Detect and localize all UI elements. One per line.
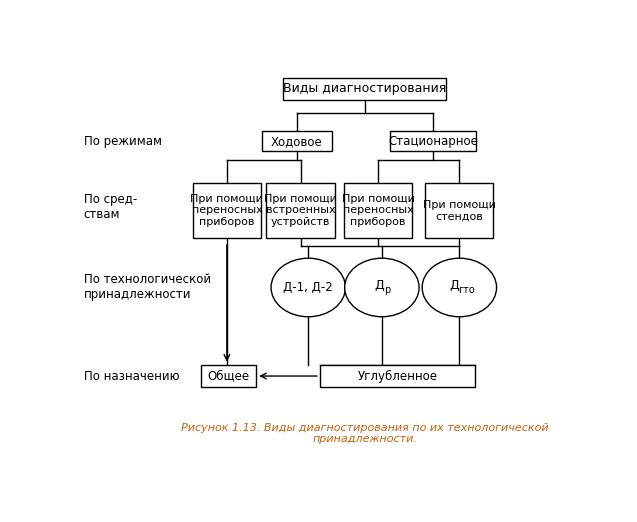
FancyBboxPatch shape — [320, 365, 475, 387]
FancyBboxPatch shape — [262, 131, 331, 151]
Text: принадлежности.: принадлежности. — [312, 434, 417, 444]
Text: Ходовое: Ходовое — [271, 135, 322, 148]
Text: По сред-
ствам: По сред- ствам — [83, 193, 137, 221]
FancyBboxPatch shape — [266, 183, 334, 238]
Text: По технологической
принадлежности: По технологической принадлежности — [83, 274, 211, 302]
Text: Д: Д — [450, 279, 460, 292]
Text: Виды диагностирования: Виды диагностирования — [283, 82, 447, 96]
Text: При помощи
переносных
приборов: При помощи переносных приборов — [341, 194, 415, 227]
FancyBboxPatch shape — [344, 183, 412, 238]
Ellipse shape — [271, 258, 345, 317]
FancyBboxPatch shape — [426, 183, 494, 238]
Text: гто: гто — [458, 285, 475, 295]
Text: Общее: Общее — [208, 370, 250, 383]
Text: По режимам: По режимам — [83, 135, 162, 148]
Text: При помощи
стендов: При помощи стендов — [423, 200, 496, 221]
FancyBboxPatch shape — [201, 365, 256, 387]
Text: р: р — [384, 285, 390, 295]
Text: Д: Д — [374, 279, 383, 292]
Ellipse shape — [422, 258, 497, 317]
FancyBboxPatch shape — [283, 78, 446, 100]
Text: Стационарное: Стационарное — [388, 135, 478, 148]
FancyBboxPatch shape — [193, 183, 261, 238]
Text: По назначению: По назначению — [83, 370, 179, 383]
Text: При помощи
переносных
приборов: При помощи переносных приборов — [190, 194, 263, 227]
Text: Рисунок 1.13. Виды диагностирования по их технологической: Рисунок 1.13. Виды диагностирования по и… — [181, 423, 548, 433]
Text: При помощи
встроенных
устройств: При помощи встроенных устройств — [264, 194, 337, 227]
FancyBboxPatch shape — [390, 131, 476, 151]
Text: Углубленное: Углубленное — [357, 370, 438, 383]
Ellipse shape — [345, 258, 419, 317]
Text: Д-1, Д-2: Д-1, Д-2 — [283, 281, 333, 294]
